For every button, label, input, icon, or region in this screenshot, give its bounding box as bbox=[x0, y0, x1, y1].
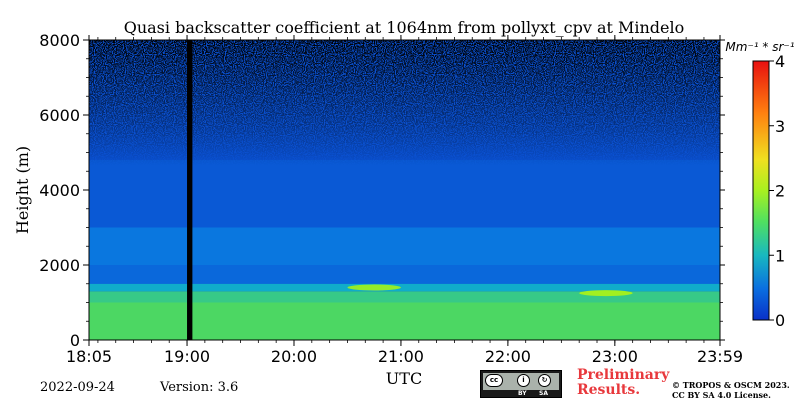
x-tick-label: 19:00 bbox=[164, 347, 210, 366]
x-axis-label: UTC bbox=[386, 369, 422, 388]
x-tick-label: 23:00 bbox=[592, 347, 638, 366]
colorbar-unit: Mm⁻¹ * sr⁻¹ bbox=[725, 40, 794, 54]
preliminary-notice: Preliminary Results. bbox=[577, 368, 669, 398]
backscatter-layer-5 bbox=[89, 160, 720, 228]
backscatter-layer-4 bbox=[89, 227, 720, 265]
backscatter-layer-2 bbox=[89, 283, 720, 292]
date-label: 2022-09-24 bbox=[40, 380, 115, 395]
cc-sa-label: SA bbox=[539, 390, 548, 397]
chart-title: Quasi backscatter coefficient at 1064nm … bbox=[124, 18, 685, 37]
cc-by-label: BY bbox=[518, 390, 527, 397]
version-label: Version: 3.6 bbox=[160, 380, 239, 395]
y-axis-label: Height (m) bbox=[13, 146, 32, 234]
noise-speckle bbox=[89, 40, 720, 165]
x-tick-label: 20:00 bbox=[271, 347, 317, 366]
backscatter-layer-1 bbox=[89, 291, 720, 303]
y-tick-label: 4000 bbox=[39, 181, 80, 200]
plot-area bbox=[88, 39, 721, 341]
aerosol-feature-1 bbox=[579, 290, 633, 297]
y-tick-label: 2000 bbox=[39, 256, 80, 275]
y-axis: 0 2000 4000 6000 8000 bbox=[39, 31, 725, 350]
cc-license-logo: cc i ↻ BY SA bbox=[480, 370, 562, 398]
x-tick-label: 22:00 bbox=[485, 347, 531, 366]
backscatter-layer-0 bbox=[89, 302, 720, 340]
y-tick-label: 8000 bbox=[39, 31, 80, 50]
colorbar-tick-label: 1 bbox=[775, 246, 785, 265]
share-alike-icon: ↻ bbox=[538, 374, 551, 387]
preliminary-line2: Results. bbox=[577, 382, 641, 398]
x-axis: 18:05 19:00 20:00 21:00 22:00 23:00 23:59 bbox=[66, 35, 743, 366]
cc-icon: cc bbox=[485, 374, 503, 387]
copyright-line1: © TROPOS & OSCM 2023. bbox=[672, 380, 790, 390]
colorbar bbox=[752, 60, 770, 321]
aerosol-feature-0 bbox=[347, 284, 401, 291]
y-tick-label: 6000 bbox=[39, 106, 80, 125]
colorbar-tick-label: 2 bbox=[775, 182, 785, 201]
x-tick-label: 23:59 bbox=[697, 347, 743, 366]
data-gap bbox=[187, 40, 193, 340]
colorbar-tick-label: 0 bbox=[775, 311, 785, 330]
x-tick-label: 21:00 bbox=[378, 347, 424, 366]
x-tick-label: 18:05 bbox=[66, 347, 112, 366]
colorbar-axis: 0 1 2 3 4 bbox=[769, 52, 785, 330]
copyright-notice: © TROPOS & OSCM 2023. CC BY SA 4.0 Licen… bbox=[672, 380, 790, 400]
preliminary-line1: Preliminary bbox=[577, 367, 670, 383]
backscatter-layer-3 bbox=[89, 265, 720, 284]
by-person-icon: i bbox=[517, 374, 530, 387]
y-tick-label: 0 bbox=[70, 331, 80, 350]
colorbar-tick-label: 3 bbox=[775, 117, 785, 136]
copyright-line2: CC BY SA 4.0 License. bbox=[672, 390, 771, 400]
colorbar-tick-label: 4 bbox=[775, 52, 785, 71]
